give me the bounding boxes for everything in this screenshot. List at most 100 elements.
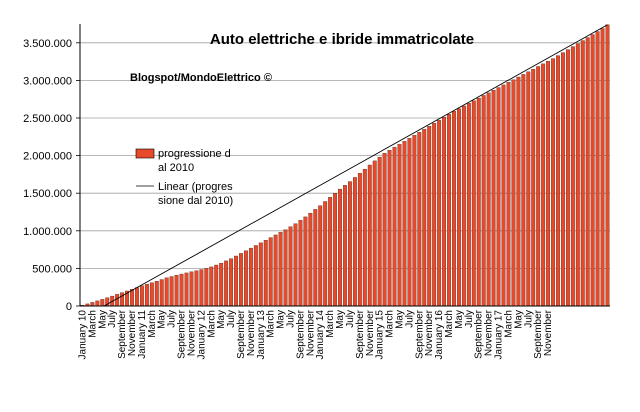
x-tick-label: November xyxy=(365,309,376,356)
x-tick-label: September xyxy=(177,309,188,359)
bar xyxy=(466,103,471,307)
x-tick-label: July xyxy=(523,310,534,328)
x-tick-label: January 10 xyxy=(77,310,88,360)
bar xyxy=(536,66,541,307)
x-tick-label: September xyxy=(474,309,485,359)
bar xyxy=(516,76,521,307)
bar xyxy=(580,40,585,307)
x-tick-label: May xyxy=(216,310,227,329)
x-tick-label: May xyxy=(335,310,346,329)
y-tick-label: 1.500.000 xyxy=(23,188,72,200)
bar xyxy=(164,277,169,307)
bar xyxy=(139,285,144,307)
x-tick-label: July xyxy=(345,310,356,328)
bar xyxy=(511,79,516,307)
bar xyxy=(585,37,590,307)
bar xyxy=(115,294,120,307)
x-tick-label: January 11 xyxy=(137,310,148,359)
bar xyxy=(541,63,546,307)
bar xyxy=(392,147,397,307)
bar xyxy=(590,34,595,307)
bar xyxy=(258,242,263,307)
bar xyxy=(442,117,446,307)
x-tick-label: September xyxy=(414,309,425,359)
axes xyxy=(79,24,610,307)
x-tick-label: May xyxy=(276,310,287,329)
bar xyxy=(120,292,125,307)
bar xyxy=(278,232,283,307)
legend-label-bar-line1: progressione d xyxy=(158,148,231,160)
bar xyxy=(333,193,338,307)
x-axis-ticks: January 10MarchMayJulySeptemberNovemberJ… xyxy=(77,309,554,359)
x-tick-label: January 14 xyxy=(315,310,326,360)
x-tick-label: July xyxy=(107,310,118,328)
x-tick-label: March xyxy=(266,310,277,338)
bar xyxy=(199,269,204,307)
bar xyxy=(501,84,506,307)
x-tick-label: November xyxy=(305,309,316,356)
bar xyxy=(565,49,570,307)
bar xyxy=(526,71,531,307)
bar xyxy=(288,226,293,307)
x-tick-label: January 12 xyxy=(196,310,207,360)
bar xyxy=(595,31,600,307)
x-tick-label: November xyxy=(127,309,138,356)
x-tick-label: November xyxy=(186,309,197,356)
bar xyxy=(174,275,179,307)
x-tick-label: March xyxy=(503,310,514,338)
x-tick-label: September xyxy=(236,309,247,359)
x-tick-label: July xyxy=(404,310,415,328)
y-tick-label: 3.000.000 xyxy=(23,75,72,87)
bar xyxy=(447,114,451,307)
bar xyxy=(298,220,303,307)
bar xyxy=(303,216,308,307)
x-tick-label: July xyxy=(464,310,475,328)
bar xyxy=(308,212,313,307)
bar xyxy=(194,270,199,307)
y-tick-label: 0 xyxy=(66,301,72,313)
x-tick-label: March xyxy=(147,310,158,338)
bar xyxy=(154,281,159,307)
bar xyxy=(461,105,466,307)
x-tick-label: May xyxy=(513,310,524,329)
x-tick-label: May xyxy=(97,310,108,329)
x-tick-label: July xyxy=(167,310,178,328)
x-tick-label: September xyxy=(355,309,366,359)
x-tick-label: November xyxy=(246,309,257,356)
bar xyxy=(372,160,377,307)
bar xyxy=(491,90,496,307)
bar xyxy=(412,135,417,307)
x-tick-label: September xyxy=(117,309,128,359)
x-tick-label: July xyxy=(226,310,237,328)
bar xyxy=(377,156,382,307)
bar xyxy=(387,150,392,307)
bar xyxy=(253,245,258,307)
bar xyxy=(551,58,555,307)
bar xyxy=(179,273,184,307)
y-tick-label: 500.000 xyxy=(32,263,72,275)
bar xyxy=(169,276,174,307)
x-tick-label: March xyxy=(385,310,396,338)
x-tick-label: March xyxy=(87,310,98,338)
y-tick-label: 2.500.000 xyxy=(23,113,72,125)
chart-subtitle: Blogspot/MondoElettrico © xyxy=(130,72,272,84)
bar xyxy=(348,181,352,307)
x-tick-label: September xyxy=(295,309,306,359)
x-tick-label: January 13 xyxy=(256,310,267,360)
bar xyxy=(273,234,278,307)
bar xyxy=(189,271,194,307)
bar xyxy=(471,100,476,307)
bar xyxy=(452,111,456,307)
y-tick-label: 1.000.000 xyxy=(23,226,72,238)
x-tick-label: May xyxy=(394,310,405,329)
bar xyxy=(283,229,288,307)
bar xyxy=(219,262,224,307)
bar xyxy=(556,55,560,307)
bar xyxy=(95,300,100,307)
bar xyxy=(338,188,342,307)
bar xyxy=(234,255,238,307)
bar xyxy=(90,302,95,307)
x-tick-label: November xyxy=(543,309,554,356)
bar xyxy=(367,164,372,307)
bar xyxy=(209,266,214,307)
